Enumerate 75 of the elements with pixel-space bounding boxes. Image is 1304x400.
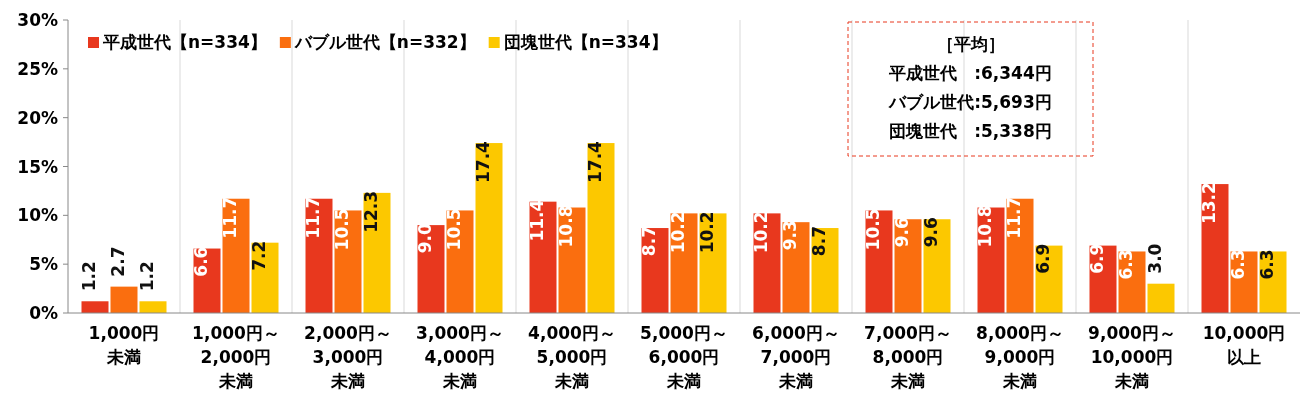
x-tick-label: 7,000円～8,000円未満 xyxy=(864,323,952,391)
annotation: ［平均］ xyxy=(936,34,1005,54)
data-label: 7.2 xyxy=(249,240,269,271)
data-label: 1.2 xyxy=(137,261,157,292)
data-label: 17.4 xyxy=(473,140,493,184)
data-label: 17.4 xyxy=(585,140,605,184)
data-label: 8.7 xyxy=(809,226,829,257)
data-label: 10.5 xyxy=(444,208,464,251)
x-tick-label: 8,000円～9,000円未満 xyxy=(976,323,1064,391)
bar xyxy=(529,201,557,313)
bar xyxy=(110,286,138,313)
bar xyxy=(782,222,810,313)
bar xyxy=(363,192,391,313)
legend-label: 団塊世代【n=334】 xyxy=(503,32,668,52)
data-label: 6.9 xyxy=(1033,243,1053,274)
data-label: 9.0 xyxy=(415,222,435,254)
data-label: 3.0 xyxy=(1145,243,1165,274)
y-tick-label: 5% xyxy=(29,254,58,275)
bar xyxy=(1006,198,1034,313)
data-label: 9.6 xyxy=(921,217,941,248)
data-label: 10.8 xyxy=(556,205,576,248)
legend-label: 平成世代【n=334】 xyxy=(102,32,267,52)
x-tick-label: 3,000円～4,000円未満 xyxy=(416,323,504,391)
bar xyxy=(1201,184,1229,313)
x-tick-label: 4,000円～5,000円未満 xyxy=(528,323,616,391)
x-tick-label: 10,000円以上 xyxy=(1202,323,1286,367)
data-label: 6.3 xyxy=(1228,249,1248,280)
data-label: 6.6 xyxy=(191,246,211,277)
data-label: 2.7 xyxy=(108,246,128,277)
bar xyxy=(923,219,951,313)
bar xyxy=(81,301,109,313)
data-label: 10.5 xyxy=(863,208,883,251)
bar xyxy=(222,198,250,313)
bar xyxy=(587,143,615,313)
data-label: 11.7 xyxy=(220,196,240,239)
bar xyxy=(475,143,503,313)
bar xyxy=(1147,283,1175,313)
bar xyxy=(139,301,167,313)
data-label: 11.7 xyxy=(1004,196,1024,239)
y-tick-label: 30% xyxy=(17,10,58,30)
data-label: 9.6 xyxy=(892,217,912,248)
data-label: 6.3 xyxy=(1116,249,1136,280)
bar xyxy=(811,228,839,313)
data-label: 6.3 xyxy=(1257,249,1277,280)
bar xyxy=(894,219,922,313)
x-tick-label: 9,000円～10,000円未満 xyxy=(1088,323,1176,391)
y-tick-label: 10% xyxy=(17,205,58,226)
legend-label: バブル世代【n=332】 xyxy=(293,32,476,52)
data-label: 8.7 xyxy=(639,226,659,257)
data-label: 11.7 xyxy=(303,196,323,239)
x-tick-label: 2,000円～3,000円未満 xyxy=(304,323,392,391)
data-label: 10.8 xyxy=(975,205,995,248)
data-label: 10.5 xyxy=(332,208,352,251)
data-label: 1.2 xyxy=(79,261,99,292)
annotation: バブル世代:5,693円 xyxy=(888,92,1052,112)
x-tick-label: 6,000円～7,000円未満 xyxy=(752,323,840,391)
data-label: 10.2 xyxy=(697,211,717,254)
y-tick-label: 15% xyxy=(17,156,58,177)
y-tick-label: 0% xyxy=(29,303,58,323)
data-label: 10.2 xyxy=(668,211,688,254)
x-tick-label: 1,000円未満 xyxy=(88,323,160,367)
data-label: 11.4 xyxy=(527,199,547,242)
data-label: 13.2 xyxy=(1199,182,1219,225)
data-label: 10.2 xyxy=(751,211,771,254)
annotation: 平成世代 :6,344円 xyxy=(888,63,1052,83)
data-label: 6.9 xyxy=(1087,243,1107,274)
bar xyxy=(305,198,333,313)
y-tick-label: 25% xyxy=(17,58,58,79)
annotation: 団塊世代 :5,338円 xyxy=(889,121,1052,141)
data-label: 12.3 xyxy=(361,190,381,233)
bar xyxy=(641,228,669,313)
x-tick-label: 1,000円～2,000円未満 xyxy=(192,323,280,391)
data-label: 9.3 xyxy=(780,220,800,251)
x-tick-label: 5,000円～6,000円未満 xyxy=(640,323,728,391)
y-tick-label: 20% xyxy=(17,107,58,128)
